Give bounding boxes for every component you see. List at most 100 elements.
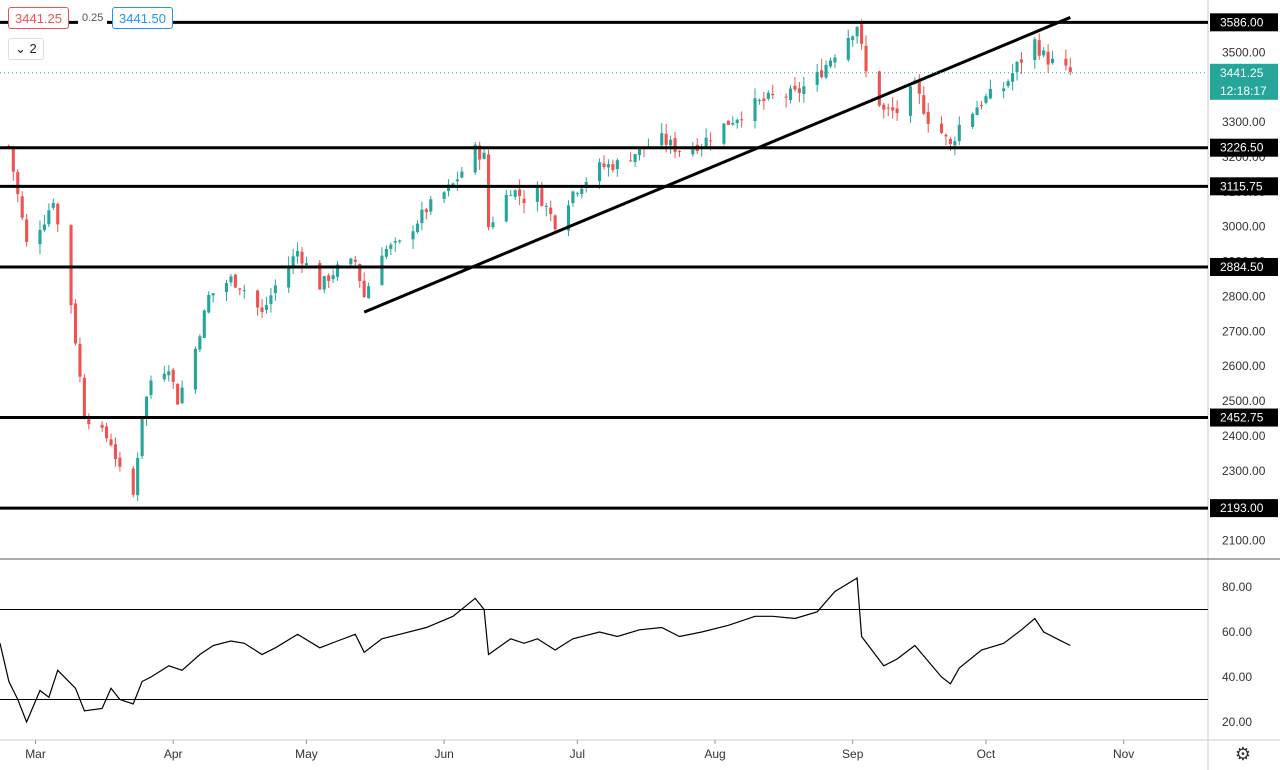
series-toggle-button[interactable]: ⌄ 2: [8, 38, 44, 60]
candle-body: [202, 310, 206, 338]
price-tick-label: 2500.00: [1222, 394, 1266, 408]
time-tick-label: May: [295, 747, 318, 761]
time-axis[interactable]: Mar Apr May Jun Jul Aug Sep Oct Nov: [25, 740, 1134, 761]
candle-body: [975, 107, 979, 116]
sell-price-button[interactable]: 3441.25: [8, 7, 69, 29]
candle-body: [242, 290, 246, 292]
candle-body: [828, 60, 833, 67]
candle-body: [78, 343, 82, 377]
candle-body: [233, 274, 237, 288]
candle-body: [393, 241, 397, 243]
indicator-pane: [0, 576, 1208, 724]
price-tick-label: 2600.00: [1222, 359, 1266, 373]
candle-body: [629, 160, 633, 162]
candle-body: [322, 276, 326, 290]
candle-body: [491, 222, 495, 228]
candle-body: [1002, 88, 1006, 92]
candle-body: [193, 348, 197, 390]
candle-body: [815, 71, 819, 85]
candle-body: [522, 198, 526, 204]
candle-body: [167, 371, 171, 376]
candle-body: [131, 468, 135, 495]
candle-body: [535, 187, 539, 202]
indicator-tick-label: 20.00: [1222, 715, 1252, 729]
candle-body: [38, 229, 42, 245]
candle-body: [73, 303, 78, 344]
candle-body: [82, 377, 86, 419]
candle-body: [598, 162, 602, 182]
candle-body: [1042, 50, 1046, 56]
candle-body: [704, 137, 708, 148]
candle-body: [424, 209, 428, 213]
candle-body: [513, 190, 517, 197]
buy-price-button[interactable]: 3441.50: [112, 7, 173, 29]
trendline[interactable]: [363, 16, 1071, 314]
candle-body: [926, 111, 930, 124]
candle-body: [51, 203, 55, 208]
candle-body: [353, 259, 357, 262]
candle-body: [895, 108, 899, 114]
candle-body: [11, 146, 15, 172]
gear-icon[interactable]: ⚙: [1234, 744, 1252, 764]
candle-body: [296, 251, 300, 257]
price-tick-label: 3300.00: [1222, 115, 1266, 129]
candle-body: [948, 139, 952, 145]
candle-body: [473, 144, 477, 173]
indicator-tick-label: 40.00: [1222, 670, 1252, 684]
candle-body: [16, 172, 20, 195]
time-tick-label: Nov: [1113, 747, 1134, 761]
candle-body: [771, 93, 775, 96]
candle-body: [722, 123, 726, 144]
candle-body: [229, 276, 233, 283]
candle-body: [145, 396, 149, 418]
candle-body: [358, 264, 362, 282]
candle-body: [273, 285, 277, 293]
candle-body: [380, 255, 384, 286]
candle-body: [953, 141, 957, 146]
time-tick-label: Mar: [25, 747, 46, 761]
candle-body: [1019, 59, 1024, 63]
candle-body: [731, 122, 735, 125]
candle-body: [1068, 67, 1072, 72]
candle-body: [971, 113, 975, 127]
candle-body: [260, 307, 264, 313]
candle-body: [922, 95, 926, 114]
candle-body: [633, 154, 637, 163]
candle-body: [957, 124, 961, 142]
candle-body: [162, 373, 166, 380]
level-label: 2193.00: [1220, 501, 1264, 515]
candle-body: [518, 189, 522, 197]
time-tick-label: Aug: [704, 747, 725, 761]
candle-body: [100, 424, 104, 428]
candle-body: [1006, 81, 1010, 86]
time-tick-label: Apr: [164, 747, 183, 761]
level-label: 3115.75: [1220, 179, 1263, 193]
candle-body: [549, 207, 553, 215]
candle-body: [300, 251, 304, 264]
candle-body: [886, 107, 890, 109]
candle-body: [1051, 58, 1055, 64]
level-label: 3586.00: [1220, 15, 1264, 29]
candle-body: [504, 194, 508, 222]
candle-body: [691, 147, 695, 155]
candle-body: [877, 71, 881, 106]
candle-body: [1033, 39, 1037, 61]
price-axis[interactable]: 2100.002200.002300.002400.002500.002600.…: [1222, 45, 1266, 547]
candle-body: [673, 138, 677, 152]
level-label-box: [1210, 177, 1278, 196]
indicator-axis[interactable]: 20.00 40.00 60.00 80.00: [1222, 580, 1252, 729]
candle-body: [1064, 58, 1068, 66]
candle-body: [56, 203, 60, 225]
candle-body: [367, 286, 371, 299]
level-label-box: [1210, 257, 1278, 276]
candle-body: [327, 275, 331, 282]
candle-body: [256, 290, 260, 308]
candle-body: [584, 182, 588, 188]
candle-body: [820, 70, 824, 78]
candle-body: [908, 86, 912, 116]
candle-body: [389, 244, 393, 249]
candle-body: [891, 107, 895, 111]
candle-body: [882, 104, 886, 110]
candle-body: [398, 240, 402, 242]
